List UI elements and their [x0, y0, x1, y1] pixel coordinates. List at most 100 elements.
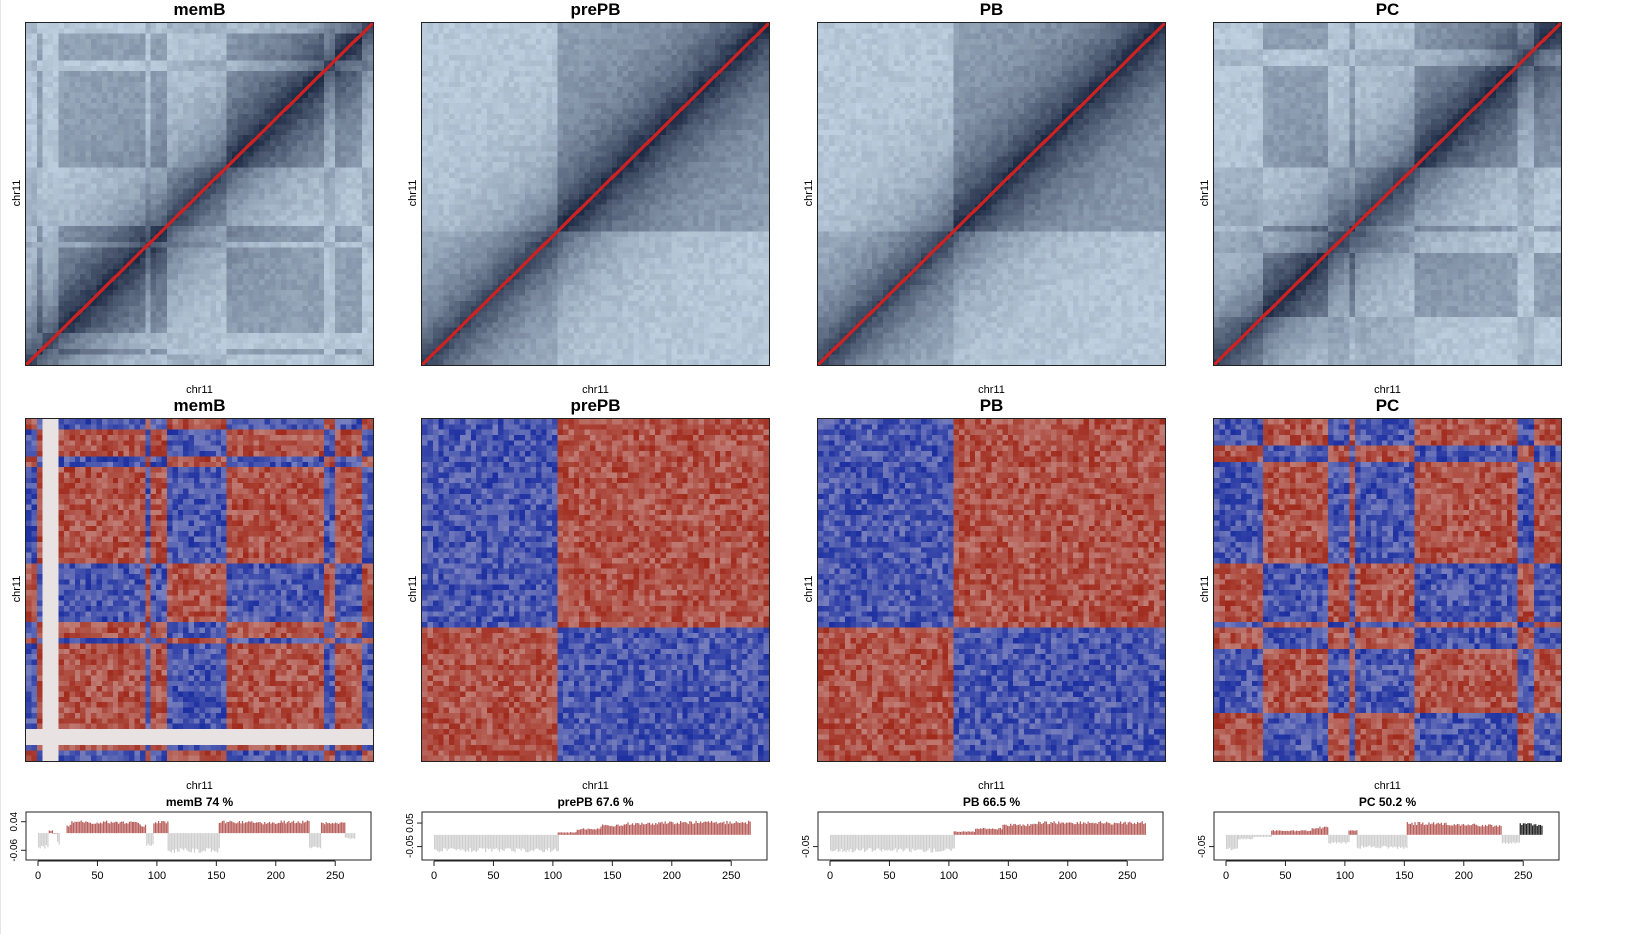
contact-cell — [307, 354, 314, 360]
contact-cell — [150, 327, 157, 334]
contact-cell — [161, 263, 168, 270]
contact-cell — [525, 76, 531, 83]
contact-cell — [226, 129, 233, 136]
contact-cell — [313, 231, 320, 238]
contact-cell — [91, 279, 97, 286]
contact-cell — [118, 348, 124, 355]
contact-cell — [497, 81, 504, 88]
contact-cell — [129, 65, 135, 72]
contact-cell — [253, 49, 260, 56]
contact-cell — [313, 263, 320, 270]
contact-cell — [118, 220, 124, 227]
contact-cell — [42, 103, 48, 109]
contact-cell — [367, 103, 373, 109]
contact-cell — [514, 55, 520, 61]
contact-cell — [280, 322, 287, 328]
contact-cell — [63, 71, 70, 77]
contact-cell — [53, 343, 59, 350]
contact-cell — [573, 49, 580, 56]
contact-cell — [145, 338, 151, 344]
contact-cell — [80, 167, 86, 173]
contact-cell — [530, 55, 537, 61]
contact-cell — [318, 161, 325, 168]
contact-cell — [302, 242, 309, 248]
contact-cell — [725, 76, 732, 83]
contact-cell — [204, 252, 211, 259]
contact-cell — [47, 236, 54, 243]
contact-cell — [91, 103, 97, 109]
contact-cell — [335, 76, 341, 83]
contact-cell — [286, 183, 292, 189]
contact-cell — [42, 92, 48, 99]
contact-cell — [345, 124, 352, 131]
contact-cell — [118, 156, 124, 163]
contact-cell — [74, 151, 81, 157]
contact-cell — [449, 60, 455, 67]
contact-cell — [335, 215, 341, 221]
contact-cell — [568, 92, 575, 99]
contact-cell — [47, 274, 54, 280]
contact-cell — [709, 65, 716, 72]
contact-cell — [188, 60, 195, 67]
contact-cell — [362, 236, 368, 243]
contact-cell — [302, 247, 309, 254]
contact-cell — [470, 39, 477, 45]
contact-cell — [253, 113, 260, 120]
contact-cell — [725, 81, 732, 88]
contact-cell — [291, 108, 298, 115]
contact-cell — [74, 274, 81, 280]
contact-cell — [286, 108, 292, 115]
contact-cell — [269, 332, 276, 339]
contact-cell — [47, 295, 54, 302]
contact-cell — [172, 242, 179, 248]
contact-cell — [340, 33, 347, 40]
contact-cell — [172, 332, 179, 339]
contact-cell — [139, 188, 146, 195]
contact-cell — [31, 172, 38, 179]
contact-cell — [329, 44, 336, 50]
contact-cell — [253, 55, 260, 61]
contact-cell — [530, 65, 537, 72]
contact-cell — [318, 194, 325, 200]
contact-cell — [150, 28, 157, 34]
contact-cell — [356, 49, 363, 56]
contact-cell — [210, 49, 217, 56]
contact-cell — [324, 167, 330, 173]
contact-cell — [183, 188, 189, 195]
contact-cell — [248, 199, 254, 205]
contact-cell — [204, 39, 211, 45]
contact-cell — [221, 204, 227, 211]
contact-cell — [204, 295, 211, 302]
contact-cell — [318, 290, 325, 296]
contact-cell — [259, 220, 265, 227]
contact-cell — [204, 108, 211, 115]
contact-cell — [232, 316, 238, 323]
contact-cell — [26, 124, 32, 131]
contact-cell — [199, 252, 206, 259]
contact-cell — [335, 28, 341, 34]
contact-cell — [665, 81, 672, 88]
contact-cell — [432, 76, 439, 83]
contact-cell — [297, 33, 303, 40]
contact-cell — [438, 92, 444, 99]
contact-cell — [253, 33, 260, 40]
contact-cell — [530, 71, 537, 77]
contact-cell — [177, 39, 184, 45]
contact-cell — [210, 55, 217, 61]
contact-cell — [58, 242, 65, 248]
contact-cell — [242, 108, 249, 115]
contact-cell — [264, 226, 271, 232]
contact-cell — [101, 322, 108, 328]
contact-cell — [318, 183, 325, 189]
contact-cell — [763, 71, 769, 77]
contact-cell — [69, 327, 76, 334]
contact-cell — [53, 49, 59, 56]
contact-cell — [487, 44, 493, 50]
contact-cell — [226, 279, 233, 286]
contact-cell — [42, 156, 48, 163]
contact-cell — [36, 279, 43, 286]
contact-cell — [210, 236, 217, 243]
contact-cell — [367, 55, 373, 61]
contact-cell — [96, 28, 103, 34]
contact-cell — [101, 327, 108, 334]
